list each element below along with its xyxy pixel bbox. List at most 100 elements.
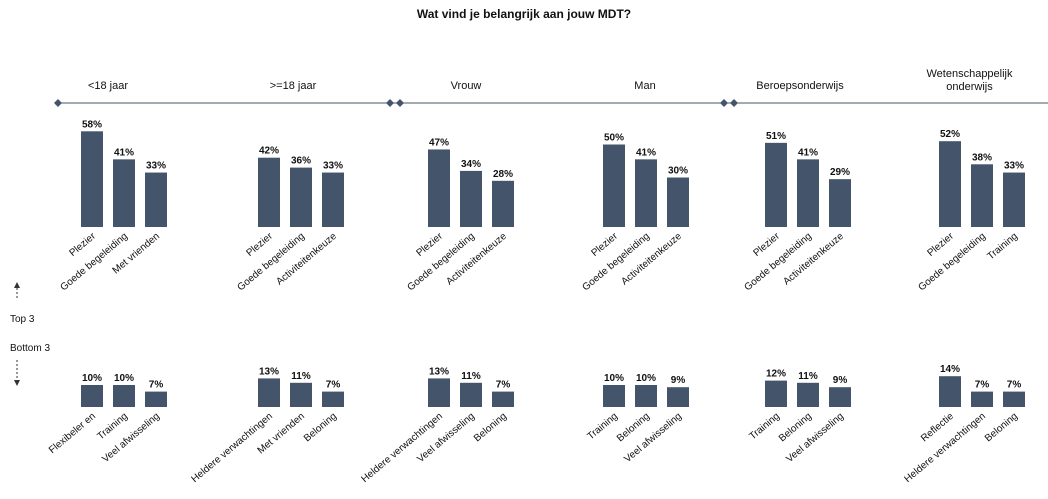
top3-category-label: Activiteitenkeuze — [444, 231, 509, 288]
bottom3-value-label: 10% — [636, 373, 656, 384]
top3-value-label: 52% — [940, 129, 960, 140]
top3-bar — [1003, 172, 1025, 227]
divider-marker — [386, 99, 394, 107]
down-arrow-icon — [14, 380, 20, 386]
bottom3-bar — [635, 385, 657, 407]
group-label: Beroepsonderwijs — [756, 80, 844, 92]
bottom3-value-label: 10% — [604, 373, 624, 384]
bottom3-bar — [492, 391, 514, 407]
group-label: Wetenschappelijk onderwijs — [926, 68, 1013, 93]
top3-value-label: 50% — [604, 133, 624, 144]
top3-value-label: 30% — [668, 166, 688, 177]
bottom3-value-label: 9% — [671, 375, 686, 386]
top3-category-label: Activiteitenkeuze — [619, 231, 684, 288]
top3-category-label: Training — [985, 231, 1019, 262]
top3-value-label: 34% — [461, 159, 481, 170]
chart-title: Wat vind je belangrijk aan jouw MDT? — [416, 7, 632, 21]
top3-bar — [290, 167, 312, 227]
top3-bar — [492, 180, 514, 227]
bottom3-bar — [428, 378, 450, 407]
bottom3-value-label: 9% — [833, 375, 848, 386]
group-label: Vrouw — [450, 80, 482, 92]
bottom3-category-label: Training — [585, 411, 619, 442]
group-label: <18 jaar — [87, 80, 129, 92]
top3-category-label: Activiteitenkeuze — [781, 231, 846, 288]
bottom3-value-label: 7% — [1007, 380, 1022, 391]
divider-marker — [396, 99, 404, 107]
bottom3-bar — [603, 385, 625, 407]
top3-bar — [603, 144, 625, 227]
top3-bar — [971, 164, 993, 227]
bottom3-bar — [971, 391, 993, 407]
bottom3-value-label: 7% — [326, 380, 341, 391]
group-label: >=18 jaar — [269, 80, 317, 92]
top3-value-label: 33% — [323, 161, 343, 172]
bottom3-bar — [797, 382, 819, 407]
bottom3-bar — [460, 382, 482, 407]
bottom3-value-label: 7% — [496, 380, 511, 391]
top3-bar — [113, 159, 135, 227]
bottom3-category-label: Beloning — [472, 411, 509, 444]
bottom3-bar — [145, 391, 167, 407]
top3-value-label: 29% — [830, 167, 850, 178]
divider-marker — [54, 99, 62, 107]
bottom3-category-label: Veel afwisseling — [622, 411, 684, 465]
top3-value-label: 51% — [766, 131, 786, 142]
bottom3-category-label: Flexibeler en — [47, 411, 98, 456]
bottom3-value-label: 12% — [766, 369, 786, 380]
bottom3-bar — [81, 385, 103, 407]
group-label: Man — [634, 80, 656, 92]
bottom3-category-label: Beloning — [302, 411, 339, 444]
top3-value-label: 41% — [114, 147, 134, 158]
bottom3-bar — [939, 376, 961, 407]
bottom3-value-label: 14% — [940, 364, 960, 375]
bottom3-value-label: 7% — [149, 380, 164, 391]
top3-bar — [797, 159, 819, 227]
bottom3-category-label: Veel afwisseling — [100, 411, 162, 465]
bottom3-value-label: 10% — [82, 373, 102, 384]
top3-bar — [322, 172, 344, 227]
bottom3-category-label: Training — [747, 411, 781, 442]
bottom3-bar — [258, 378, 280, 407]
bottom3-bar — [322, 391, 344, 407]
bottom3-bar — [829, 387, 851, 407]
top3-value-label: 36% — [291, 156, 311, 167]
bottom3-value-label: 13% — [429, 366, 449, 377]
top3-bar — [635, 159, 657, 227]
bottom3-value-label: 11% — [461, 371, 481, 382]
bottom3-value-label: 11% — [798, 371, 818, 382]
top3-bar — [667, 177, 689, 227]
bottom3-category-label: Beloning — [983, 411, 1020, 444]
bottom3-value-label: 10% — [114, 373, 134, 384]
bottom3-value-label: 7% — [975, 380, 990, 391]
top3-bar — [258, 157, 280, 227]
top3-bar — [145, 172, 167, 227]
top3-bar — [939, 141, 961, 227]
top3-value-label: 41% — [798, 147, 818, 158]
top3-bar — [81, 131, 103, 227]
bottom3-bar — [113, 385, 135, 407]
top3-bar — [428, 149, 450, 227]
bottom3-bar — [667, 387, 689, 407]
top3-bar — [460, 170, 482, 227]
top3-category-label: Activiteitenkeuze — [274, 231, 339, 288]
top3-value-label: 38% — [972, 152, 992, 163]
top3-value-label: 41% — [636, 147, 656, 158]
top3-value-label: 33% — [1004, 161, 1024, 172]
divider-marker — [730, 99, 738, 107]
top3-label: Top 3 — [10, 314, 35, 325]
bottom3-category-label: Veel afwisseling — [415, 411, 477, 465]
bottom3-label: Bottom 3 — [10, 343, 51, 354]
bottom3-bar — [765, 380, 787, 407]
bottom3-category-label: Veel afwisseling — [784, 411, 846, 465]
top3-value-label: 47% — [429, 137, 449, 148]
top3-value-label: 28% — [493, 169, 513, 180]
top3-value-label: 58% — [82, 119, 102, 130]
top3-bar — [829, 179, 851, 227]
top3-bar — [765, 142, 787, 227]
bottom3-bar — [1003, 391, 1025, 407]
top3-value-label: 42% — [259, 146, 279, 157]
up-arrow-icon — [14, 282, 20, 288]
bottom3-bar — [290, 382, 312, 407]
